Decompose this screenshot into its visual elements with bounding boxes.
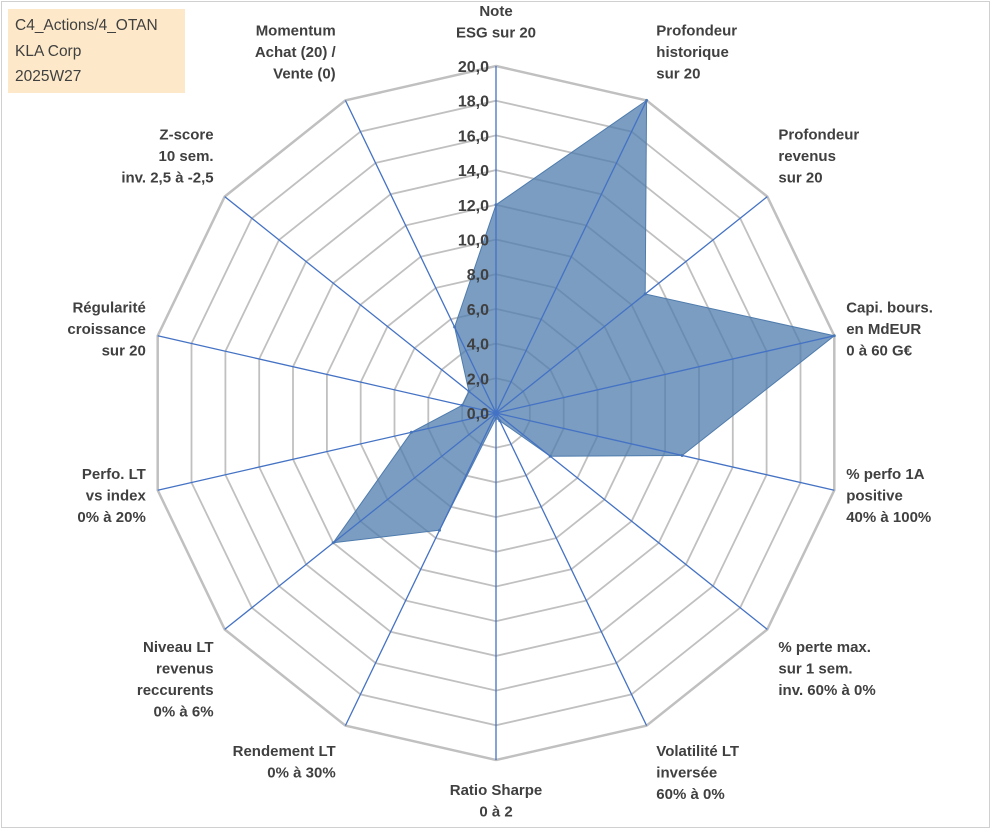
axis-label-1: Profondeur historique sur 20 xyxy=(656,23,737,83)
axis-label-line: Capi. bours. xyxy=(846,299,933,316)
axis-label-line: revenus xyxy=(778,148,836,165)
info-week: 2025W27 xyxy=(15,68,82,85)
axis-label-8: Rendement LT 0% à 30% xyxy=(233,743,336,782)
axis-label-line: Ratio Sharpe xyxy=(450,782,543,799)
axis-label-line: vs index xyxy=(86,488,147,505)
spoke-9 xyxy=(224,412,497,630)
axis-label-line: croissance xyxy=(67,321,145,338)
axis-label-line: 0% à 20% xyxy=(77,509,145,526)
tick-label-4: 8,0 xyxy=(467,267,489,284)
axis-label-line: reccurents xyxy=(137,682,214,699)
spoke-8 xyxy=(344,412,497,726)
axis-label-line: 0 à 2 xyxy=(479,804,512,821)
axis-label-line: Note xyxy=(479,3,512,20)
spoke-3 xyxy=(495,335,835,414)
spoke-11 xyxy=(157,335,497,414)
axis-label-line: % perfo 1A xyxy=(846,466,925,483)
axis-label-line: 0% à 30% xyxy=(267,764,335,781)
axis-label-12: Z-score 10 sem. inv. 2,5 à -2,5 xyxy=(121,127,213,187)
tick-label-5: 10,0 xyxy=(458,233,489,250)
axis-label-11: Régularité croissance sur 20 xyxy=(67,299,145,359)
tick-label-8: 16,0 xyxy=(458,128,489,145)
axis-label-13: Momentum Achat (20) / Vente (0) xyxy=(255,23,337,83)
spoke-5 xyxy=(495,412,768,630)
axis-label-line: sur 1 sem. xyxy=(778,660,852,677)
radar-spokes xyxy=(157,66,835,760)
tick-label-7: 14,0 xyxy=(458,163,489,180)
axis-label-10: Perfo. LT vs index 0% à 20% xyxy=(77,466,146,526)
axis-label-7: Ratio Sharpe 0 à 2 xyxy=(450,782,543,821)
axis-label-line: revenus xyxy=(156,660,214,677)
spoke-6 xyxy=(495,412,648,726)
info-company: KLA Corp xyxy=(15,42,82,60)
info-box: C4_Actions/4_OTAN KLA Corp 2025W27 xyxy=(8,9,185,93)
axis-label-line: sur 20 xyxy=(778,170,822,187)
axis-label-line: Achat (20) / xyxy=(255,44,337,61)
tick-label-9: 18,0 xyxy=(458,94,489,111)
tick-label-3: 6,0 xyxy=(467,302,489,319)
tick-label-6: 12,0 xyxy=(458,198,489,215)
axis-label-0: Note ESG sur 20 xyxy=(456,3,536,42)
axis-label-line: inv. 2,5 à -2,5 xyxy=(121,170,213,187)
spoke-10 xyxy=(157,412,497,491)
axis-label-line: historique xyxy=(656,44,729,61)
axis-label-line: sur 20 xyxy=(656,66,700,83)
axis-label-line: 10 sem. xyxy=(159,148,214,165)
axis-label-line: % perte max. xyxy=(778,639,871,656)
axis-label-3: Capi. bours. en MdEUR 0 à 60 G€ xyxy=(846,299,933,359)
axis-label-line: 0 à 60 G€ xyxy=(846,342,913,359)
spoke-13 xyxy=(344,100,497,414)
series-layer xyxy=(331,98,836,545)
axis-label-line: 0% à 6% xyxy=(154,703,214,720)
axis-label-line: Niveau LT xyxy=(143,639,214,656)
axis-label-line: inv. 60% à 0% xyxy=(778,682,875,699)
axis-label-line: positive xyxy=(846,488,903,505)
axis-label-line: Profondeur xyxy=(778,127,859,144)
spoke-1 xyxy=(495,100,648,414)
axis-label-line: Rendement LT xyxy=(233,743,336,760)
axis-label-5: % perte max. sur 1 sem. inv. 60% à 0% xyxy=(778,639,875,699)
axis-label-9: Niveau LT revenus reccurents 0% à 6% xyxy=(137,639,214,721)
tick-label-2: 4,0 xyxy=(467,337,489,354)
tick-label-10: 20,0 xyxy=(458,59,489,76)
axis-label-line: Profondeur xyxy=(656,23,737,40)
spoke-4 xyxy=(495,412,835,491)
axis-label-line: 40% à 100% xyxy=(846,509,931,526)
info-portfolio: C4_Actions/4_OTAN xyxy=(15,17,158,34)
axis-label-4: % perfo 1A positive 40% à 100% xyxy=(846,466,931,526)
axis-labels: Note ESG sur 20 Profondeur historique sur 20… xyxy=(67,3,932,821)
axis-label-line: Vente (0) xyxy=(273,66,336,83)
axis-label-line: Volatilité LT xyxy=(656,743,739,760)
spoke-2 xyxy=(495,196,768,414)
axis-label-line: ESG sur 20 xyxy=(456,25,536,42)
tick-label-0: 0,0 xyxy=(467,406,489,423)
spoke-12 xyxy=(224,196,497,414)
axis-label-2: Profondeur revenus sur 20 xyxy=(778,127,859,187)
tick-label-1: 2,0 xyxy=(467,371,489,388)
series-area-0 xyxy=(332,99,836,544)
axis-label-line: inversée xyxy=(656,764,717,781)
axis-label-line: Momentum xyxy=(256,23,336,40)
radial-tick-labels: 0,0 2,0 4,0 6,0 8,0 10,0 12,0 14,0 16,0 18,0 20,0 xyxy=(458,59,489,423)
axis-label-line: en MdEUR xyxy=(846,321,921,338)
axis-label-line: 60% à 0% xyxy=(656,786,724,803)
axis-label-line: Z-score xyxy=(159,127,213,144)
axis-label-line: Régularité xyxy=(72,299,145,316)
axis-label-line: sur 20 xyxy=(102,342,146,359)
axis-label-line: Perfo. LT xyxy=(82,466,146,483)
axis-label-6: Volatilité LT inversée 60% à 0% xyxy=(656,743,739,803)
